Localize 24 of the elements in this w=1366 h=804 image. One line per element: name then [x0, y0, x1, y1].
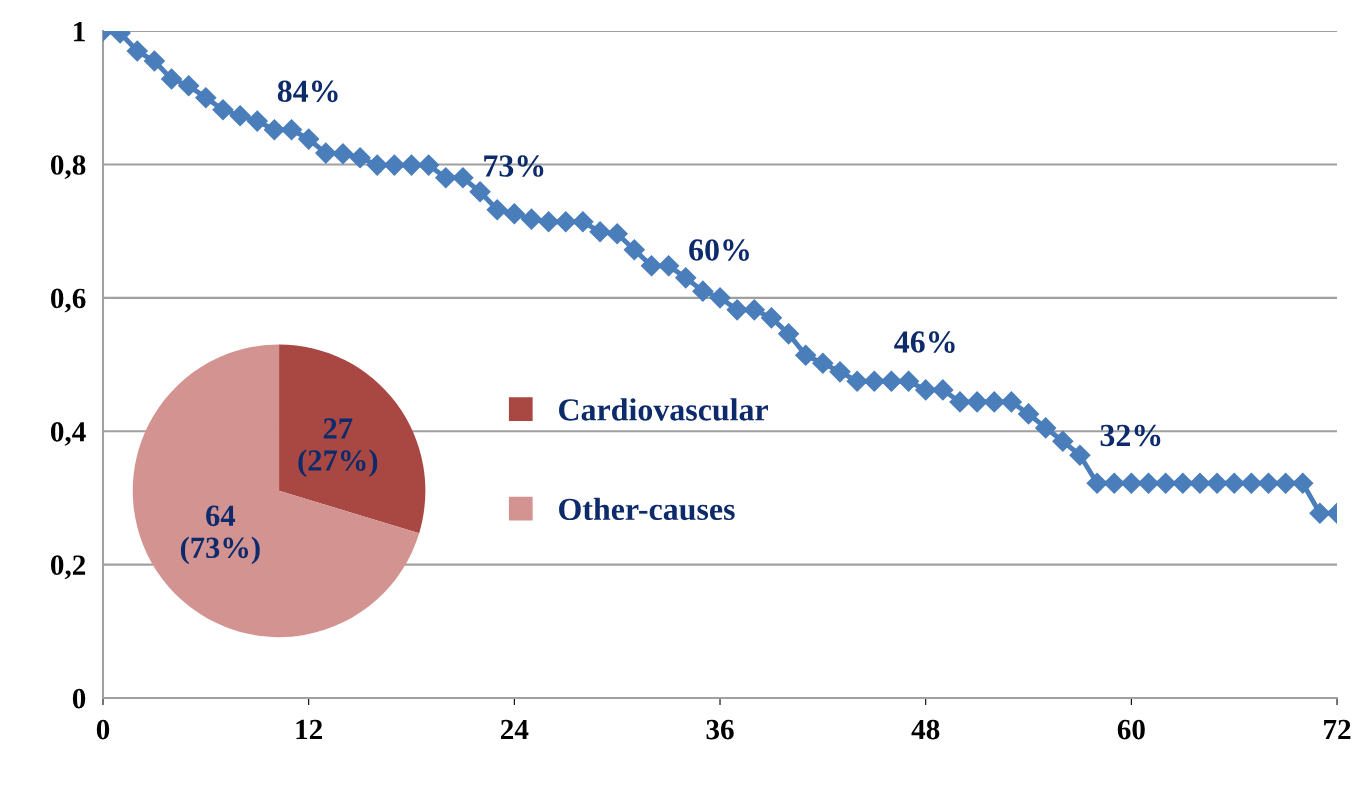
- x-tick-label: 72: [1324, 719, 1351, 740]
- y-tick-label: 0,8: [50, 155, 86, 180]
- data-label: 27 (27%): [298, 418, 378, 478]
- y-tick-label: 1: [74, 21, 85, 42]
- x-tick-label: 12: [296, 719, 322, 740]
- x-tick-label: 24: [500, 719, 529, 740]
- annotation: 84%: [277, 80, 338, 103]
- annotation: 46%: [894, 331, 955, 353]
- y-tick-label: 0: [72, 688, 86, 709]
- pie-slice: [279, 344, 426, 534]
- legend-label: Cardiovascular: [559, 398, 768, 421]
- y-tick-label: 0,4: [50, 421, 86, 446]
- pie-slice: [132, 344, 420, 638]
- annotation: 60%: [689, 239, 749, 261]
- legend-label: Other-causes: [559, 497, 735, 521]
- annotation: 73%: [484, 155, 544, 177]
- y-tick-label: 0,6: [50, 288, 86, 313]
- y-tick-label: 0,2: [50, 555, 86, 580]
- x-tick-label: 60: [1117, 719, 1145, 740]
- data-label: 64 (73%): [180, 505, 260, 565]
- x-tick-label: 36: [706, 719, 734, 740]
- annotation: 32%: [1100, 424, 1161, 447]
- x-tick-label: 48: [911, 719, 940, 740]
- x-tick-label: 0: [96, 719, 110, 740]
